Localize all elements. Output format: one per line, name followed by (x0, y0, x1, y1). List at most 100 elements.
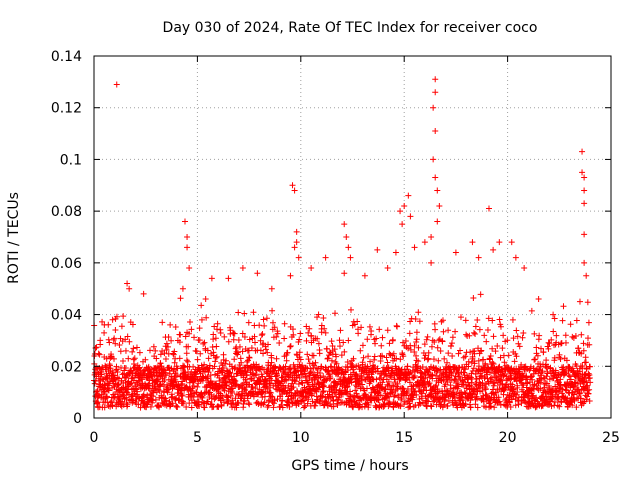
data-point (501, 359, 508, 366)
data-point (440, 328, 447, 335)
data-point (470, 386, 477, 393)
data-point (163, 397, 170, 404)
data-point (309, 398, 316, 405)
data-point (301, 397, 308, 404)
data-point (402, 376, 409, 383)
data-point (328, 338, 335, 345)
data-point (318, 363, 325, 370)
data-point-outlier (392, 249, 399, 256)
data-point (122, 347, 129, 354)
data-point-outlier (485, 205, 492, 212)
data-point-outlier (401, 202, 408, 209)
data-point (266, 397, 273, 404)
data-point (231, 356, 238, 363)
data-point (480, 356, 487, 363)
data-point (264, 403, 271, 410)
data-point (422, 382, 429, 389)
data-point-outlier (97, 337, 104, 344)
data-point (511, 358, 518, 365)
data-point (585, 319, 592, 326)
data-point (220, 399, 227, 406)
data-point (438, 370, 445, 377)
data-point (344, 358, 351, 365)
data-point (373, 335, 380, 342)
data-point (373, 376, 380, 383)
data-point (488, 403, 495, 410)
data-point (447, 385, 454, 392)
data-point (113, 313, 120, 320)
data-point (372, 340, 379, 347)
data-point (491, 380, 498, 387)
data-point (558, 398, 565, 405)
data-point-outlier (239, 265, 246, 272)
data-point (140, 391, 147, 398)
data-point (312, 359, 319, 366)
data-point (298, 379, 305, 386)
data-point (260, 340, 267, 347)
data-point (205, 355, 212, 362)
data-point (378, 385, 385, 392)
data-point-outlier (126, 285, 133, 292)
data-point (244, 395, 251, 402)
data-point (332, 310, 339, 317)
data-point (573, 404, 580, 411)
data-point (257, 347, 264, 354)
data-point (417, 374, 424, 381)
data-point (379, 334, 386, 341)
data-point (222, 357, 229, 364)
data-point (287, 343, 294, 350)
y-tick-labels: 0 0.02 0.04 0.06 0.08 0.1 0.12 0.14 (51, 49, 82, 427)
data-point (546, 340, 553, 347)
data-point (233, 348, 240, 355)
data-point-outlier (225, 275, 232, 282)
data-point (413, 338, 420, 345)
data-point-outlier (101, 321, 108, 328)
data-point (155, 404, 162, 411)
data-point (233, 404, 240, 411)
data-point (227, 393, 234, 400)
data-point-outlier (322, 254, 329, 261)
data-point-outlier (202, 296, 209, 303)
data-point (406, 330, 413, 337)
data-point (415, 358, 422, 365)
data-point (489, 317, 496, 324)
data-point (475, 357, 482, 364)
data-point (196, 367, 203, 374)
data-point (312, 402, 319, 409)
data-point (487, 398, 494, 405)
data-point (145, 363, 152, 370)
data-point (519, 334, 526, 341)
data-point (217, 330, 224, 337)
data-point (168, 337, 175, 344)
data-point (538, 394, 545, 401)
data-point (211, 323, 218, 330)
data-point (177, 295, 184, 302)
data-point (336, 394, 343, 401)
data-point (561, 369, 568, 376)
data-point (137, 404, 144, 411)
data-point (425, 355, 432, 362)
y-tick-label: 0 (73, 411, 82, 427)
data-point (322, 329, 329, 336)
data-point (201, 404, 208, 411)
data-point (221, 387, 228, 394)
data-point (310, 352, 317, 359)
data-point (445, 327, 452, 334)
data-point (428, 343, 435, 350)
data-point (344, 383, 351, 390)
data-point (232, 364, 239, 371)
data-point (187, 318, 194, 325)
data-point (188, 387, 195, 394)
data-point (152, 347, 159, 354)
data-point (570, 383, 577, 390)
data-point (423, 397, 430, 404)
data-point (516, 343, 523, 350)
data-point (575, 345, 582, 352)
data-point-outlier (399, 221, 406, 228)
data-point (397, 403, 404, 410)
data-point (395, 394, 402, 401)
data-point (579, 363, 586, 370)
data-point-outlier (208, 275, 215, 282)
data-point (281, 320, 288, 327)
y-tick-label: 0.06 (51, 256, 82, 272)
